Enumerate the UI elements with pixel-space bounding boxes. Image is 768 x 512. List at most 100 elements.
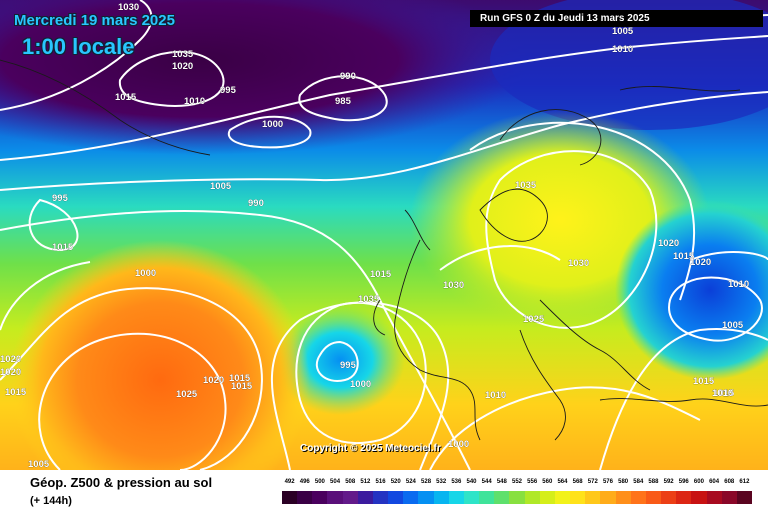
scale-swatch xyxy=(282,491,298,504)
scale-tick-label: 520 xyxy=(390,479,401,485)
scale-tick-label: 604 xyxy=(709,479,720,485)
scale-swatch xyxy=(706,491,723,504)
scale-swatch xyxy=(630,491,647,504)
isobar-label: 1015 xyxy=(713,388,735,399)
scale-tick-label: 612 xyxy=(739,479,750,485)
isobar-label: 1035 xyxy=(358,294,380,305)
scale-swatch xyxy=(463,491,480,504)
scale-swatch xyxy=(554,491,571,504)
scale-tick-label: 528 xyxy=(421,479,432,485)
scale-swatch xyxy=(676,491,692,504)
scale-tick-label: 508 xyxy=(345,479,356,485)
scale-tick-label: 492 xyxy=(284,479,295,485)
scale-tick-label: 536 xyxy=(451,479,462,485)
legend-title: Géop. Z500 & pression au sol xyxy=(30,475,213,490)
scale-swatch xyxy=(418,491,435,504)
isobar-label: 1035 xyxy=(172,49,194,60)
scale-tick-label: 544 xyxy=(481,479,492,485)
isobar-label: 1020 xyxy=(172,61,193,72)
scale-swatch xyxy=(372,491,389,504)
scale-swatch xyxy=(721,491,738,504)
isobar-label: 1020 xyxy=(690,257,711,268)
scale-swatch xyxy=(297,491,313,504)
coastlines xyxy=(0,59,768,441)
scale-swatch xyxy=(312,491,328,504)
scale-tick-label: 516 xyxy=(375,479,386,485)
scale-swatch xyxy=(645,491,662,504)
isobar-label: 1015 xyxy=(115,92,137,103)
scale-swatch xyxy=(494,491,510,504)
isobar-label: 1025 xyxy=(176,389,198,400)
isobar-label: 995 xyxy=(220,85,237,96)
isobar-label: 995 xyxy=(52,193,69,204)
scale-tick-label: 584 xyxy=(633,479,644,485)
scale-tick-label: 512 xyxy=(360,479,371,485)
scale-swatch xyxy=(539,491,556,504)
scale-swatch xyxy=(524,491,541,504)
isobar-label: 1020 xyxy=(203,375,224,386)
scale-swatch xyxy=(570,491,586,504)
isobar-label: 1020 xyxy=(0,354,21,365)
isobar-label: 1020 xyxy=(0,367,21,378)
model-run-label: Run GFS 0 Z du Jeudi 13 mars 2025 xyxy=(470,10,763,27)
scale-tick-label: 504 xyxy=(330,479,341,485)
isobar-label: 1005 xyxy=(722,320,744,331)
scale-tick-label: 572 xyxy=(587,479,598,485)
color-scale: 492 496 500 504 508 512 516 520 524 528 532 536 540 5… xyxy=(282,479,753,507)
scale-tick-label: 532 xyxy=(436,479,447,485)
isobar-label: 1010 xyxy=(485,390,506,401)
isobar-label: 1030 xyxy=(443,280,464,291)
isobar-label: 1005 xyxy=(612,26,634,37)
isobar-label: 1000 xyxy=(350,379,371,390)
isobar-label: 1010 xyxy=(712,388,733,399)
scale-tick-label: 592 xyxy=(663,479,674,485)
scale-tick-label: 608 xyxy=(724,479,735,485)
isobar-label: 1015 xyxy=(370,269,392,280)
scale-swatch xyxy=(661,491,677,504)
scale-swatch xyxy=(691,491,707,504)
scale-tick-label: 552 xyxy=(511,479,523,485)
isobar-label: 990 xyxy=(340,71,356,82)
isobar-label: 1035 xyxy=(515,180,537,191)
scale-tick-label: 600 xyxy=(693,479,704,485)
scale-tick-label: 568 xyxy=(572,479,583,485)
forecast-date: Mercredi 19 mars 2025 xyxy=(14,12,175,29)
scale-tick-label: 560 xyxy=(542,479,553,485)
scale-swatch xyxy=(327,491,344,504)
isobar-label: 1015 xyxy=(231,381,253,392)
scale-tick-label: 588 xyxy=(648,479,659,485)
isobar-label: 1030 xyxy=(568,258,589,269)
scale-tick-label: 596 xyxy=(678,479,689,485)
isobar-label: 1015 xyxy=(229,373,251,384)
scale-swatch xyxy=(736,491,753,504)
isobar-label: 985 xyxy=(335,96,352,107)
isobar-label: 1000 xyxy=(262,119,283,130)
scale-tick-label: 500 xyxy=(314,479,325,485)
scale-tick-label: 564 xyxy=(557,479,568,485)
isobar-label: 1020 xyxy=(658,238,679,249)
scale-swatch xyxy=(585,491,601,504)
isobar-label: 1005 xyxy=(210,181,232,192)
isobar-lines xyxy=(0,0,768,470)
isobar-label: 1010 xyxy=(728,279,749,290)
legend-subtitle: (+ 144h) xyxy=(30,495,72,507)
copyright-notice: Copyright © 2025 Meteociel.fr xyxy=(300,443,441,454)
isobar-label: 1005 xyxy=(28,459,50,470)
isobar-label: 1015 xyxy=(5,387,27,398)
scale-tick-label: 580 xyxy=(618,479,629,485)
scale-swatch xyxy=(615,491,632,504)
scale-tick-label: 548 xyxy=(496,479,507,485)
isobar-label: 1015 xyxy=(693,376,715,387)
scale-tick-label: 496 xyxy=(299,479,310,485)
scale-tick-label: 540 xyxy=(466,479,477,485)
scale-swatch xyxy=(403,491,419,504)
isobar-label: 1015 xyxy=(673,251,695,262)
scale-tick-label: 556 xyxy=(527,479,538,485)
isobar-label: 995 xyxy=(340,360,357,371)
isobar-label: 1000 xyxy=(448,439,469,450)
isobar-label: 1015 xyxy=(52,242,74,253)
scale-tick-label: 576 xyxy=(602,479,613,485)
